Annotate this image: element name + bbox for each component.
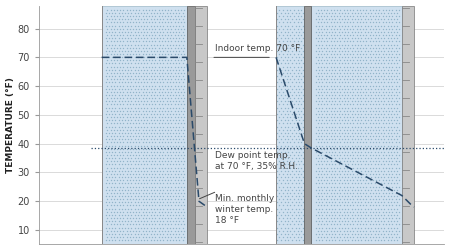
Bar bbox=[195, 6, 207, 244]
Bar bbox=[187, 6, 195, 244]
Bar bbox=[402, 6, 414, 244]
Y-axis label: TEMPERATURE (°F): TEMPERATURE (°F) bbox=[5, 77, 14, 173]
Text: Indoor temp. 70 °F: Indoor temp. 70 °F bbox=[215, 44, 301, 53]
Bar bbox=[102, 6, 187, 244]
Bar bbox=[276, 6, 305, 244]
Bar bbox=[305, 6, 311, 244]
Text: Min. monthly
winter temp.
18 °F: Min. monthly winter temp. 18 °F bbox=[215, 194, 274, 225]
Bar bbox=[311, 6, 402, 244]
Text: Dew point temp.
at 70 °F, 35% R.H.: Dew point temp. at 70 °F, 35% R.H. bbox=[215, 151, 298, 171]
